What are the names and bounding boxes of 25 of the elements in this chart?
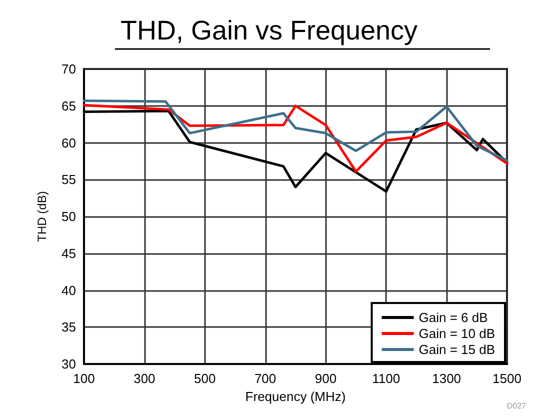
legend-label: Gain = 15 dB — [418, 342, 495, 357]
chart-title: THD, Gain vs Frequency — [120, 16, 418, 46]
y-tick-label: 35 — [62, 320, 76, 335]
x-tick-label: 700 — [254, 371, 276, 386]
y-axis-title: THD (dB) — [35, 191, 49, 242]
y-tick-label: 55 — [62, 172, 76, 188]
y-tick-label: 45 — [62, 246, 76, 261]
x-tick-label: 300 — [134, 371, 156, 386]
y-tick-label: 40 — [62, 282, 76, 298]
y-tick-label: 30 — [62, 356, 76, 372]
x-tick-label: 1300 — [432, 371, 462, 386]
x-tick-label: 1500 — [492, 371, 522, 386]
x-tick-label: 100 — [73, 371, 95, 386]
text: D027 — [506, 402, 527, 410]
y-tick-label: 65 — [62, 98, 76, 114]
legend-label: Gain = 10 dB — [418, 326, 495, 341]
y-tick-label: 60 — [62, 135, 76, 150]
y-tick-label: 50 — [62, 209, 76, 224]
x-tick-label: 500 — [194, 371, 216, 386]
x-tick-label: 1100 — [372, 371, 400, 386]
line-series — [82, 99, 508, 162]
x-tick-label: 900 — [314, 371, 337, 386]
y-tick-label: 70 — [62, 62, 76, 76]
x-axis-title: Frequency (MHz) — [245, 388, 346, 404]
legend-label: Gain = 6 dB — [418, 310, 488, 325]
